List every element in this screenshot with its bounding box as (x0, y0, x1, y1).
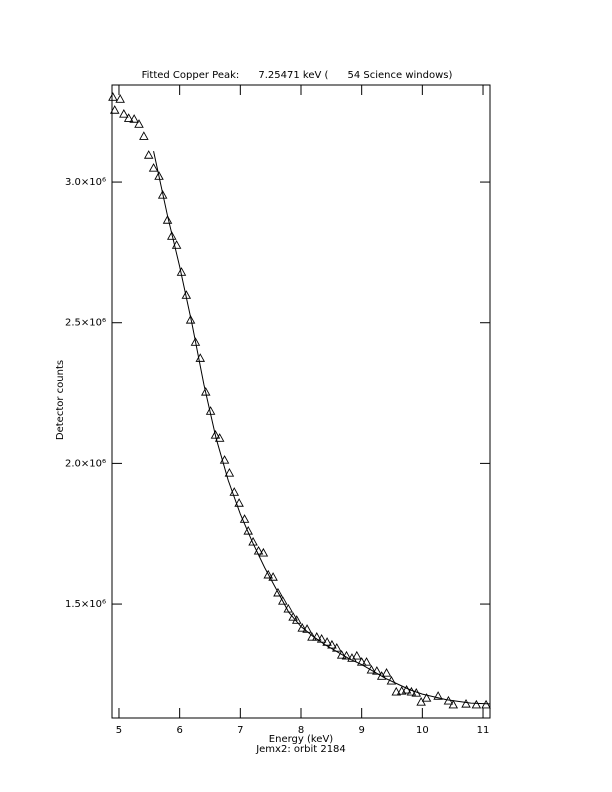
x-tick-label: 7 (237, 725, 243, 736)
data-point (448, 699, 459, 709)
data-point (352, 650, 362, 660)
data-point (234, 498, 244, 507)
data-point (143, 150, 154, 159)
x-tick-label: 8 (298, 725, 304, 736)
data-point (248, 536, 258, 546)
data-point (258, 547, 269, 557)
y-tick-label: 2.5×10⁶ (65, 318, 106, 329)
subtitle: Jemx2: orbit 2184 (255, 744, 346, 755)
data-point (185, 314, 196, 324)
data-point (297, 623, 307, 632)
data-point (327, 639, 337, 649)
data-point (268, 572, 278, 581)
data-point (108, 92, 118, 101)
data-point (273, 587, 283, 597)
data-point (123, 113, 134, 122)
x-tick-label: 6 (176, 725, 182, 736)
data-point (119, 109, 129, 118)
data-point (433, 691, 443, 700)
y-tick-label: 2.0×10⁶ (65, 458, 106, 469)
data-point (210, 430, 221, 439)
data-point (148, 163, 159, 172)
data-point (195, 353, 206, 362)
x-axis-label: Energy (keV) (269, 734, 334, 745)
data-point (361, 657, 372, 666)
data-point (376, 671, 387, 680)
data-point (109, 105, 120, 114)
data-point (263, 569, 274, 579)
x-tick-label: 10 (416, 725, 429, 736)
data-point (243, 525, 253, 535)
data-point (129, 114, 139, 123)
data-point (224, 468, 235, 477)
x-tick-label: 9 (358, 725, 364, 736)
data-point (356, 657, 367, 666)
x-tick-label: 5 (116, 725, 122, 736)
data-point (166, 231, 177, 240)
x-tick-label: 11 (477, 725, 490, 736)
y-axis-label: Detector counts (55, 360, 66, 440)
data-point (200, 387, 211, 396)
data-point (134, 119, 144, 128)
data-point (115, 94, 125, 103)
data-point (214, 433, 225, 442)
data-point (391, 686, 402, 696)
data-point (139, 131, 149, 140)
data-point (278, 596, 288, 605)
fit-line (153, 151, 490, 705)
data-point (481, 699, 491, 709)
data-point (288, 612, 298, 621)
y-tick-label: 3.0×10⁶ (65, 177, 106, 188)
data-point (421, 693, 432, 702)
data-point (302, 624, 312, 633)
data-point (190, 337, 201, 346)
data-point (461, 699, 471, 708)
data-point (381, 668, 392, 677)
data-point (157, 190, 168, 199)
data-point (322, 637, 332, 646)
y-tick-label: 1.5×10⁶ (65, 599, 106, 610)
data-point (154, 171, 164, 180)
data-point (471, 699, 482, 709)
data-point (336, 650, 347, 659)
data-point (372, 666, 382, 675)
data-point (162, 215, 173, 224)
chart-title: Fitted Copper Peak: 7.25471 keV ( 54 Sci… (142, 70, 453, 81)
data-point (312, 632, 322, 641)
